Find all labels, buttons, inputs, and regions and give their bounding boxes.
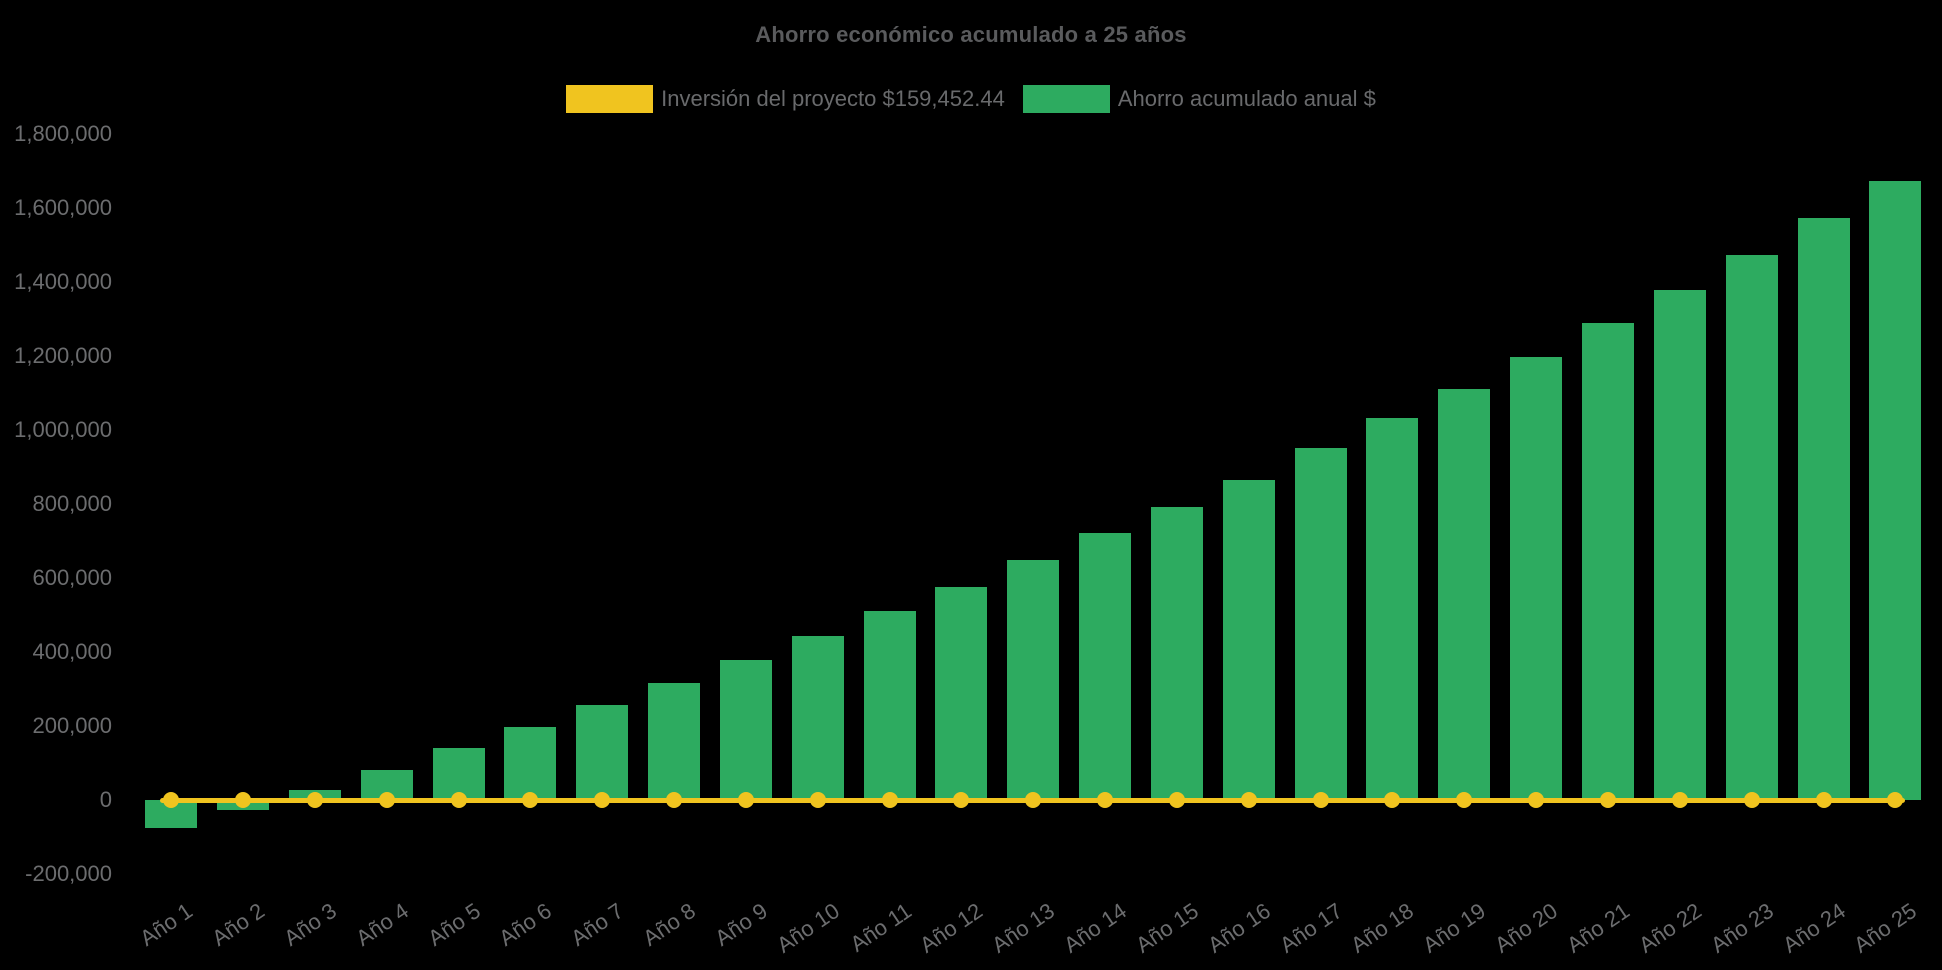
bar-year-12	[935, 586, 988, 800]
bar-year-9	[719, 660, 772, 800]
legend-label-investment: Inversión del proyecto $159,452.44	[661, 86, 1005, 111]
bar-year-20	[1510, 356, 1563, 800]
line-marker-year-24	[1815, 792, 1832, 808]
y-axis-tick-label: 1,200,000	[14, 343, 112, 368]
line-marker-year-5	[450, 792, 467, 808]
bar-year-24	[1797, 217, 1850, 800]
line-marker-year-11	[881, 792, 898, 808]
y-axis-tick-label: 0	[99, 787, 112, 812]
y-axis-tick-label: 600,000	[32, 565, 112, 590]
bar-year-15	[1150, 507, 1203, 800]
y-axis-tick-label: 1,800,000	[14, 121, 112, 146]
bar-year-17	[1294, 448, 1347, 800]
line-marker-year-23	[1743, 792, 1760, 808]
line-marker-year-1	[163, 792, 180, 808]
y-axis-tick-label: -200,000	[25, 861, 112, 886]
line-marker-year-18	[1384, 792, 1401, 808]
bar-year-7	[576, 704, 629, 800]
line-marker-year-20	[1528, 792, 1545, 808]
bar-year-16	[1222, 479, 1275, 800]
line-marker-year-6	[522, 792, 539, 808]
bar-year-5	[432, 747, 485, 800]
line-marker-year-8	[666, 792, 683, 808]
legend-label-savings: Ahorro acumulado anual $	[1117, 86, 1376, 111]
y-axis-tick-label: 800,000	[32, 491, 112, 516]
legend-item-savings[interactable]: Ahorro acumulado anual $	[1022, 85, 1376, 113]
line-marker-year-25	[1887, 792, 1904, 808]
chart-legend: Inversión del proyecto $159,452.44 Ahorr…	[0, 85, 1942, 113]
bar-year-13	[1007, 560, 1060, 800]
bar-year-10	[791, 636, 844, 800]
chart-title: Ahorro económico acumulado a 25 años	[755, 22, 1187, 47]
bar-year-22	[1653, 289, 1706, 800]
y-axis-tick-label: 400,000	[32, 639, 112, 664]
line-marker-year-15	[1168, 792, 1185, 808]
y-axis-tick-label: 1,400,000	[14, 269, 112, 294]
investment-swatch-icon	[566, 85, 654, 113]
bar-year-14	[1079, 533, 1132, 800]
line-marker-year-4	[378, 792, 395, 808]
line-marker-year-17	[1312, 792, 1329, 808]
legend-item-investment[interactable]: Inversión del proyecto $159,452.44	[566, 85, 1005, 113]
line-marker-year-7	[594, 792, 611, 808]
line-marker-year-14	[1097, 792, 1114, 808]
bar-year-8	[648, 683, 701, 800]
y-axis-tick-label: 200,000	[32, 713, 112, 738]
bar-year-19	[1438, 388, 1491, 800]
bar-year-11	[863, 611, 916, 800]
line-marker-year-3	[306, 792, 323, 808]
line-marker-year-22	[1671, 792, 1688, 808]
bar-year-18	[1366, 417, 1419, 800]
line-marker-year-12	[953, 792, 970, 808]
bar-year-25	[1869, 180, 1922, 800]
bar-year-23	[1725, 254, 1778, 800]
y-axis-tick-label: 1,600,000	[14, 195, 112, 220]
line-marker-year-13	[1025, 792, 1042, 808]
bar-year-6	[504, 727, 557, 800]
line-marker-year-10	[809, 792, 826, 808]
line-marker-year-19	[1456, 792, 1473, 808]
line-marker-year-16	[1240, 792, 1257, 808]
line-marker-year-2	[235, 792, 252, 808]
y-axis-tick-label: 1,000,000	[14, 417, 112, 442]
bar-year-21	[1582, 323, 1634, 800]
line-marker-year-21	[1600, 792, 1616, 808]
savings-swatch-icon	[1022, 85, 1110, 113]
line-marker-year-9	[737, 792, 754, 808]
